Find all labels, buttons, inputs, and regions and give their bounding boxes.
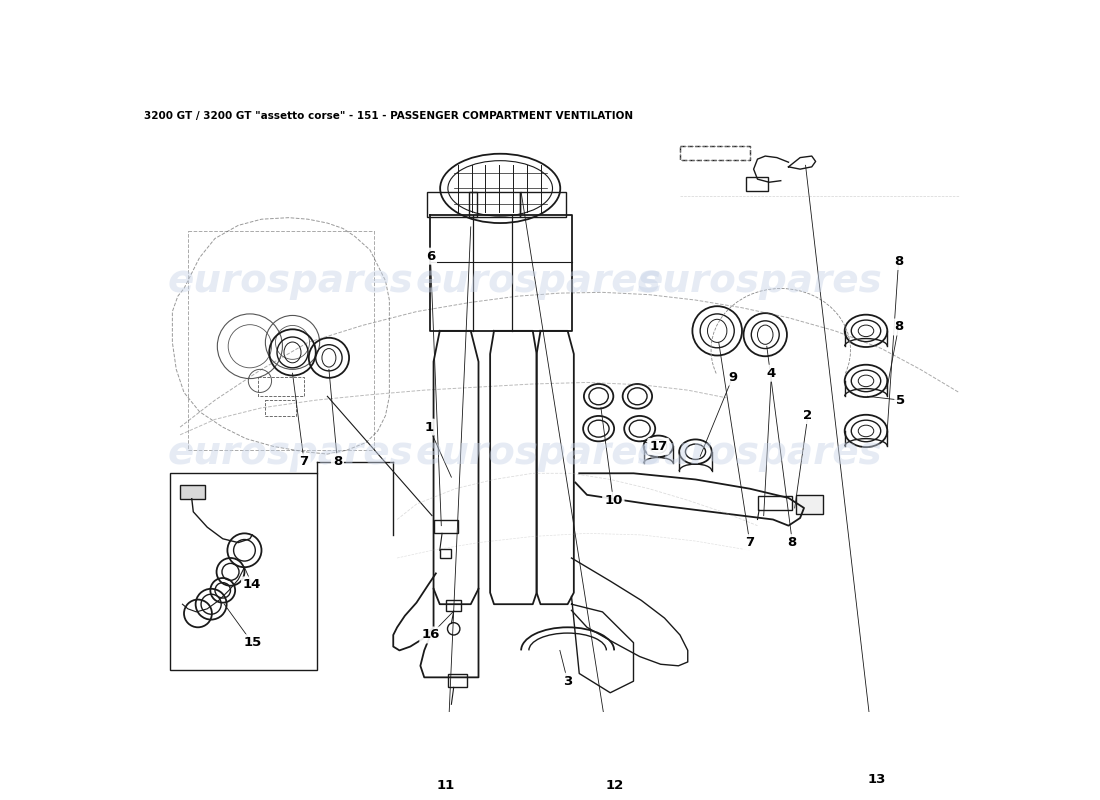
Text: 8: 8 [894, 255, 903, 268]
Text: 5: 5 [896, 394, 905, 406]
Text: 16: 16 [421, 629, 440, 642]
Text: 3200 GT / 3200 GT "assetto corse" - 151 - PASSENGER COMPARTMENT VENTILATION: 3200 GT / 3200 GT "assetto corse" - 151 … [144, 111, 632, 122]
Text: 9: 9 [728, 370, 737, 383]
Bar [446, 600, 462, 611]
Text: eurospares: eurospares [637, 262, 882, 300]
Text: 6: 6 [426, 250, 436, 262]
Text: 7: 7 [745, 536, 755, 549]
Text: 14: 14 [243, 578, 262, 591]
Text: 11: 11 [437, 778, 455, 792]
Text: 15: 15 [243, 636, 262, 650]
Bar [427, 192, 477, 217]
Bar [434, 519, 458, 534]
Bar [680, 146, 750, 160]
Bar [746, 177, 768, 190]
Text: eurospares: eurospares [168, 434, 414, 472]
Text: 4: 4 [767, 366, 777, 380]
Text: eurospares: eurospares [416, 262, 661, 300]
Bar [180, 485, 205, 498]
Text: 8: 8 [894, 321, 903, 334]
Text: 8: 8 [788, 536, 798, 549]
Bar [170, 474, 317, 670]
Bar [257, 377, 304, 396]
Text: eurospares: eurospares [168, 262, 414, 300]
Text: 12: 12 [606, 778, 624, 792]
Text: 7: 7 [299, 455, 309, 468]
Text: 13: 13 [868, 774, 886, 786]
Text: 1: 1 [425, 421, 433, 434]
Text: 3: 3 [563, 674, 572, 688]
Bar [440, 549, 451, 558]
Text: eurospares: eurospares [637, 434, 882, 472]
Text: 8: 8 [333, 455, 342, 468]
Text: eurospares: eurospares [416, 434, 661, 472]
Text: 10: 10 [604, 494, 623, 506]
Bar [470, 192, 519, 217]
Bar [680, 146, 750, 160]
Bar [519, 192, 566, 217]
Text: 2: 2 [803, 409, 813, 422]
Bar [448, 674, 466, 687]
Bar [265, 400, 296, 415]
Bar [796, 495, 824, 514]
Bar [758, 496, 792, 510]
Text: 17: 17 [649, 440, 668, 453]
